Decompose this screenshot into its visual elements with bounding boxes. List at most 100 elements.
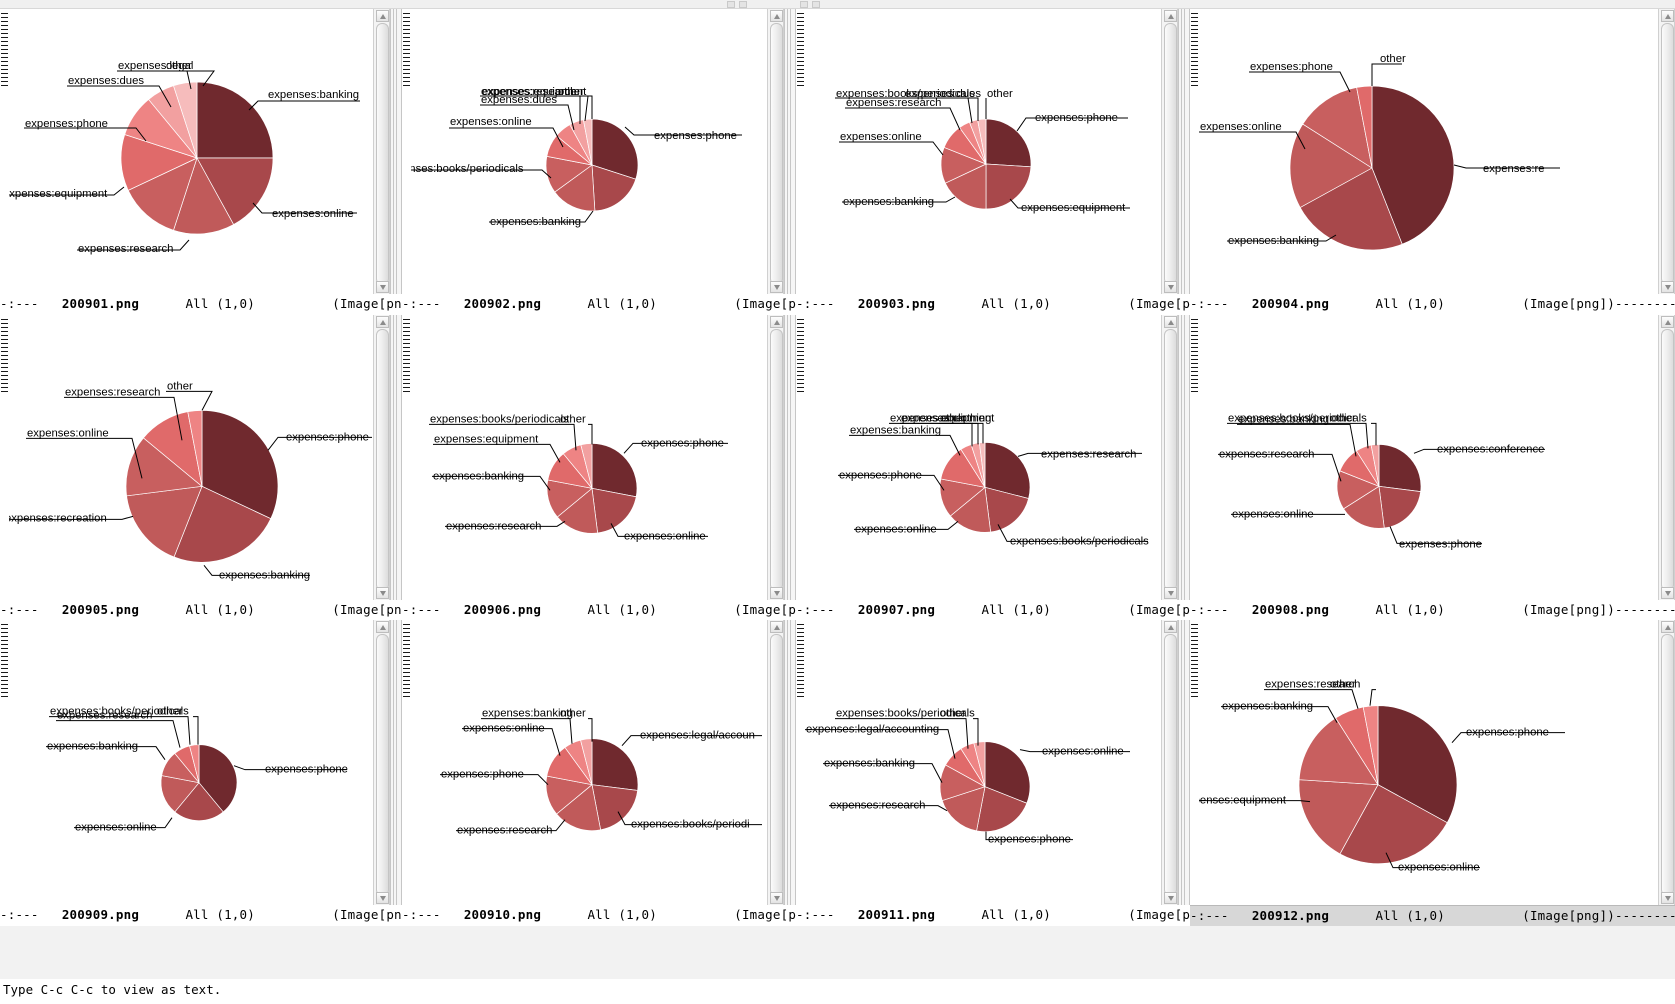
scroll-down-arrow-icon[interactable] (770, 281, 783, 293)
scrollbar-thumb[interactable] (770, 23, 783, 285)
image-buffer[interactable]: expenses:phone expenses:equipment expenses… (796, 9, 1190, 294)
scroll-up-arrow-icon[interactable] (770, 621, 783, 634)
scroll-down-arrow-icon[interactable] (376, 586, 389, 599)
mode-line[interactable]: -:--- 200912.png All (1,0) (Image[png])-… (1190, 905, 1675, 926)
scroll-down-arrow-icon[interactable] (770, 586, 783, 599)
scroll-down-arrow-icon[interactable] (770, 892, 783, 905)
scroll-up-arrow-icon[interactable] (376, 10, 389, 22)
mode-line[interactable]: -:--- 200907.png All (1,0) (Image[png])-… (796, 599, 1190, 621)
emacs-window[interactable]: expenses:online expenses:phone expenses:re… (796, 620, 1190, 926)
emacs-window[interactable]: expenses:banking expenses:online expenses:… (0, 9, 402, 315)
scrollbar-thumb[interactable] (376, 328, 389, 591)
fringe-continuation-dash (797, 358, 804, 360)
toolbar-icon-print[interactable] (800, 1, 808, 8)
fringe-continuation-dash (1191, 656, 1198, 658)
scroll-up-arrow-icon[interactable] (1661, 10, 1674, 22)
scrollbar-thumb[interactable] (376, 23, 389, 285)
image-buffer[interactable]: expenses:banking expenses:online expenses:… (0, 9, 402, 294)
mode-line[interactable]: -:--- 200903.png All (1,0) (Image[png])-… (796, 294, 1190, 315)
scroll-up-arrow-icon[interactable] (1164, 621, 1177, 634)
image-buffer[interactable]: expenses:legal/accoun expenses:books/peri… (402, 620, 796, 906)
emacs-window[interactable]: expenses:phone expenses:banking enses:book… (402, 9, 796, 315)
mode-line[interactable]: -:--- 200911.png All (1,0) (Image[png])-… (796, 905, 1190, 926)
mode-line[interactable]: -:--- 200908.png All (1,0) (Image[png])-… (1190, 599, 1675, 621)
fringe-continuation-dash (797, 652, 804, 654)
image-buffer[interactable]: expenses:phone expenses:online xpenses:equ… (1190, 620, 1675, 906)
mode-line[interactable]: -:--- 200906.png All (1,0) (Image[png])-… (402, 599, 796, 621)
window-separator (1178, 9, 1190, 294)
scroll-up-arrow-icon[interactable] (770, 10, 783, 22)
pie-slice-label: expenses:dues (905, 88, 981, 100)
image-buffer[interactable]: expenses:re expenses:banking expenses:onli… (1190, 9, 1675, 294)
vertical-scrollbar[interactable] (373, 9, 390, 294)
scrollbar-thumb[interactable] (1164, 328, 1177, 591)
vertical-scrollbar[interactable] (767, 9, 784, 294)
image-buffer[interactable]: expenses:phone expenses:banking expenses:r… (0, 314, 402, 600)
mode-line[interactable]: -:--- 200909.png All (1,0) (Image[png])-… (0, 905, 402, 926)
image-buffer[interactable]: expenses:online expenses:phone expenses:re… (796, 620, 1190, 906)
vertical-scrollbar[interactable] (373, 620, 390, 906)
scroll-down-arrow-icon[interactable] (1164, 586, 1177, 599)
scrollbar-thumb[interactable] (770, 634, 783, 897)
image-buffer[interactable]: expenses:research expenses:books/periodic… (796, 314, 1190, 600)
scrollbar-thumb[interactable] (1661, 328, 1674, 591)
scrollbar-thumb[interactable] (1164, 634, 1177, 897)
fringe-continuation-dash (1, 366, 8, 368)
toolbar-icon-open[interactable] (727, 1, 735, 8)
mode-line[interactable]: -:--- 200901.png All (1,0) (Image[png])-… (0, 294, 402, 315)
vertical-scrollbar[interactable] (1161, 314, 1178, 600)
vertical-scrollbar[interactable] (767, 314, 784, 600)
vertical-scrollbar[interactable] (1658, 9, 1675, 294)
scroll-down-arrow-icon[interactable] (1164, 892, 1177, 905)
scroll-up-arrow-icon[interactable] (376, 621, 389, 634)
scroll-up-arrow-icon[interactable] (1661, 315, 1674, 328)
vertical-scrollbar[interactable] (1161, 9, 1178, 294)
mode-line[interactable]: -:--- 200904.png All (1,0) (Image[png])-… (1190, 294, 1675, 315)
scroll-down-arrow-icon[interactable] (1661, 281, 1674, 293)
image-buffer[interactable]: expenses:phone expenses:online expenses:ba… (0, 620, 402, 906)
mode-line-prefix: -:--- (402, 907, 464, 923)
mode-line-filename: 200904.png (1251, 296, 1376, 311)
emacs-window[interactable]: expenses:phone expenses:equipment expenses… (796, 9, 1190, 315)
mode-line[interactable]: -:--- 200902.png All (1,0) (Image[png])-… (402, 294, 796, 315)
image-buffer[interactable]: expenses:phone expenses:banking enses:book… (402, 9, 796, 294)
scroll-down-arrow-icon[interactable] (1164, 281, 1177, 293)
emacs-window[interactable]: expenses:legal/accoun expenses:books/peri… (402, 620, 796, 926)
scroll-down-arrow-icon[interactable] (376, 892, 389, 905)
emacs-window[interactable]: expenses:phone expenses:online expenses:re… (402, 314, 796, 621)
emacs-window[interactable]: expenses:research expenses:books/periodic… (796, 314, 1190, 621)
scrollbar-thumb[interactable] (1164, 23, 1177, 285)
pie-slice-label: expenses:phone (654, 130, 737, 142)
emacs-window[interactable]: expenses:re expenses:banking expenses:onli… (1190, 9, 1675, 315)
scroll-down-arrow-icon[interactable] (1661, 892, 1674, 905)
scrollbar-thumb[interactable] (1661, 23, 1674, 285)
scrollbar-thumb[interactable] (770, 328, 783, 591)
emacs-window[interactable]: expenses:phone expenses:online expenses:ba… (0, 620, 402, 926)
image-buffer[interactable]: expenses:phone expenses:online expenses:re… (402, 314, 796, 600)
vertical-scrollbar[interactable] (1161, 620, 1178, 906)
scrollbar-thumb[interactable] (376, 634, 389, 897)
vertical-scrollbar[interactable] (1658, 620, 1675, 906)
pie-slice-label: expenses:phone (1399, 538, 1482, 550)
vertical-scrollbar[interactable] (373, 314, 390, 600)
mode-line[interactable]: -:--- 200910.png All (1,0) (Image[png])-… (402, 905, 796, 926)
scroll-up-arrow-icon[interactable] (1164, 10, 1177, 22)
mode-line[interactable]: -:--- 200905.png All (1,0) (Image[png])-… (0, 599, 402, 621)
image-buffer[interactable]: expenses:conference expenses:phone expense… (1190, 314, 1675, 600)
vertical-scrollbar[interactable] (1658, 314, 1675, 600)
toolbar-icon-save[interactable] (739, 1, 747, 8)
emacs-window[interactable]: expenses:phone expenses:online xpenses:equ… (1190, 620, 1675, 926)
scroll-up-arrow-icon[interactable] (376, 315, 389, 328)
scroll-down-arrow-icon[interactable] (1661, 586, 1674, 599)
scrollbar-thumb[interactable] (1661, 634, 1674, 897)
fringe-continuation-dash (797, 386, 804, 388)
scroll-up-arrow-icon[interactable] (770, 315, 783, 328)
fringe-continuation-dash (1, 21, 8, 22)
scroll-up-arrow-icon[interactable] (1164, 315, 1177, 328)
scroll-up-arrow-icon[interactable] (1661, 621, 1674, 634)
scroll-down-arrow-icon[interactable] (376, 281, 389, 293)
toolbar-icon-undo[interactable] (812, 1, 820, 8)
vertical-scrollbar[interactable] (767, 620, 784, 906)
emacs-window[interactable]: expenses:conference expenses:phone expense… (1190, 314, 1675, 621)
emacs-window[interactable]: expenses:phone expenses:banking expenses:r… (0, 314, 402, 621)
